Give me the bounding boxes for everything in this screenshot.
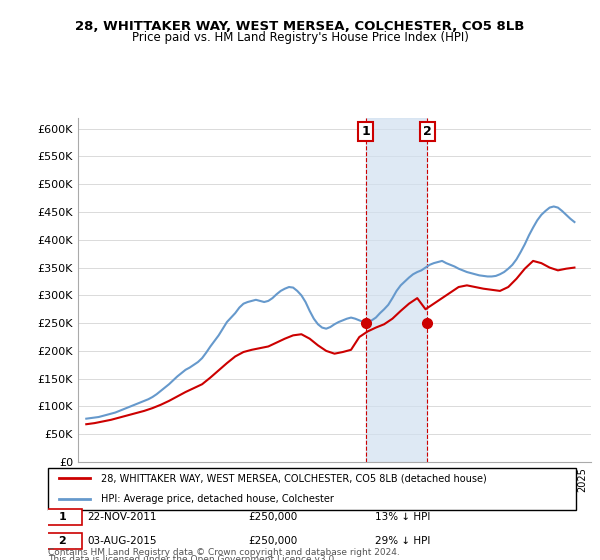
Text: 1: 1 bbox=[58, 512, 66, 522]
Text: HPI: Average price, detached house, Colchester: HPI: Average price, detached house, Colc… bbox=[101, 494, 334, 504]
Text: This data is licensed under the Open Government Licence v3.0.: This data is licensed under the Open Gov… bbox=[48, 556, 337, 560]
Text: 2: 2 bbox=[58, 536, 66, 546]
Bar bbox=[366, 118, 427, 462]
Text: Price paid vs. HM Land Registry's House Price Index (HPI): Price paid vs. HM Land Registry's House … bbox=[131, 31, 469, 44]
FancyBboxPatch shape bbox=[43, 533, 82, 549]
Text: 03-AUG-2015: 03-AUG-2015 bbox=[88, 536, 157, 546]
Text: Contains HM Land Registry data © Crown copyright and database right 2024.: Contains HM Land Registry data © Crown c… bbox=[48, 548, 400, 557]
Text: 28, WHITTAKER WAY, WEST MERSEA, COLCHESTER, CO5 8LB (detached house): 28, WHITTAKER WAY, WEST MERSEA, COLCHEST… bbox=[101, 473, 487, 483]
FancyBboxPatch shape bbox=[48, 468, 576, 510]
Text: 28, WHITTAKER WAY, WEST MERSEA, COLCHESTER, CO5 8LB: 28, WHITTAKER WAY, WEST MERSEA, COLCHEST… bbox=[76, 20, 524, 32]
Text: 13% ↓ HPI: 13% ↓ HPI bbox=[376, 512, 431, 522]
FancyBboxPatch shape bbox=[43, 509, 82, 525]
Text: £250,000: £250,000 bbox=[248, 512, 298, 522]
Text: 1: 1 bbox=[362, 125, 370, 138]
Text: 22-NOV-2011: 22-NOV-2011 bbox=[88, 512, 157, 522]
Text: 29% ↓ HPI: 29% ↓ HPI bbox=[376, 536, 431, 546]
Text: 2: 2 bbox=[423, 125, 431, 138]
Text: £250,000: £250,000 bbox=[248, 536, 298, 546]
